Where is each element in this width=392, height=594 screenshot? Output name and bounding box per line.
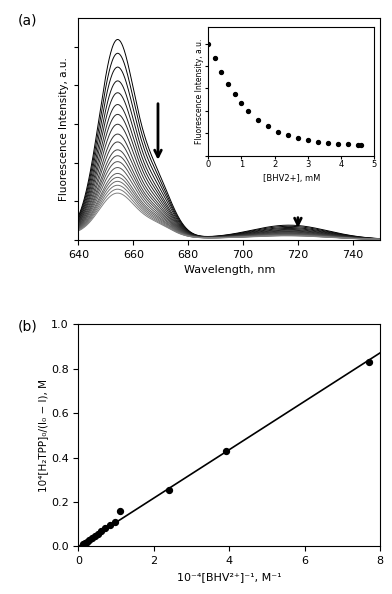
Point [98, 526, 105, 536]
Text: (a): (a) [18, 14, 38, 27]
Point [89, 533, 95, 543]
Point [80, 539, 87, 549]
Point [107, 520, 113, 530]
Point [95, 529, 101, 538]
Y-axis label: 10⁴[H₂TPP]₀/(I₀ − I), M: 10⁴[H₂TPP]₀/(I₀ − I), M [38, 379, 48, 492]
Point [91, 531, 98, 541]
X-axis label: 10⁻⁴[BHV²⁺]⁻¹, M⁻¹: 10⁻⁴[BHV²⁺]⁻¹, M⁻¹ [177, 572, 281, 582]
Point [82, 538, 88, 548]
Point [83, 538, 90, 547]
Text: (b): (b) [18, 320, 38, 334]
Point [86, 536, 92, 545]
Point [166, 485, 172, 495]
Y-axis label: Fluorescence Intensity, a.u.: Fluorescence Intensity, a.u. [59, 57, 69, 201]
Point [222, 446, 229, 456]
Point [366, 358, 372, 367]
Point [111, 517, 118, 527]
Point [117, 506, 123, 516]
Point [102, 523, 108, 533]
X-axis label: Wavelength, nm: Wavelength, nm [183, 266, 275, 275]
